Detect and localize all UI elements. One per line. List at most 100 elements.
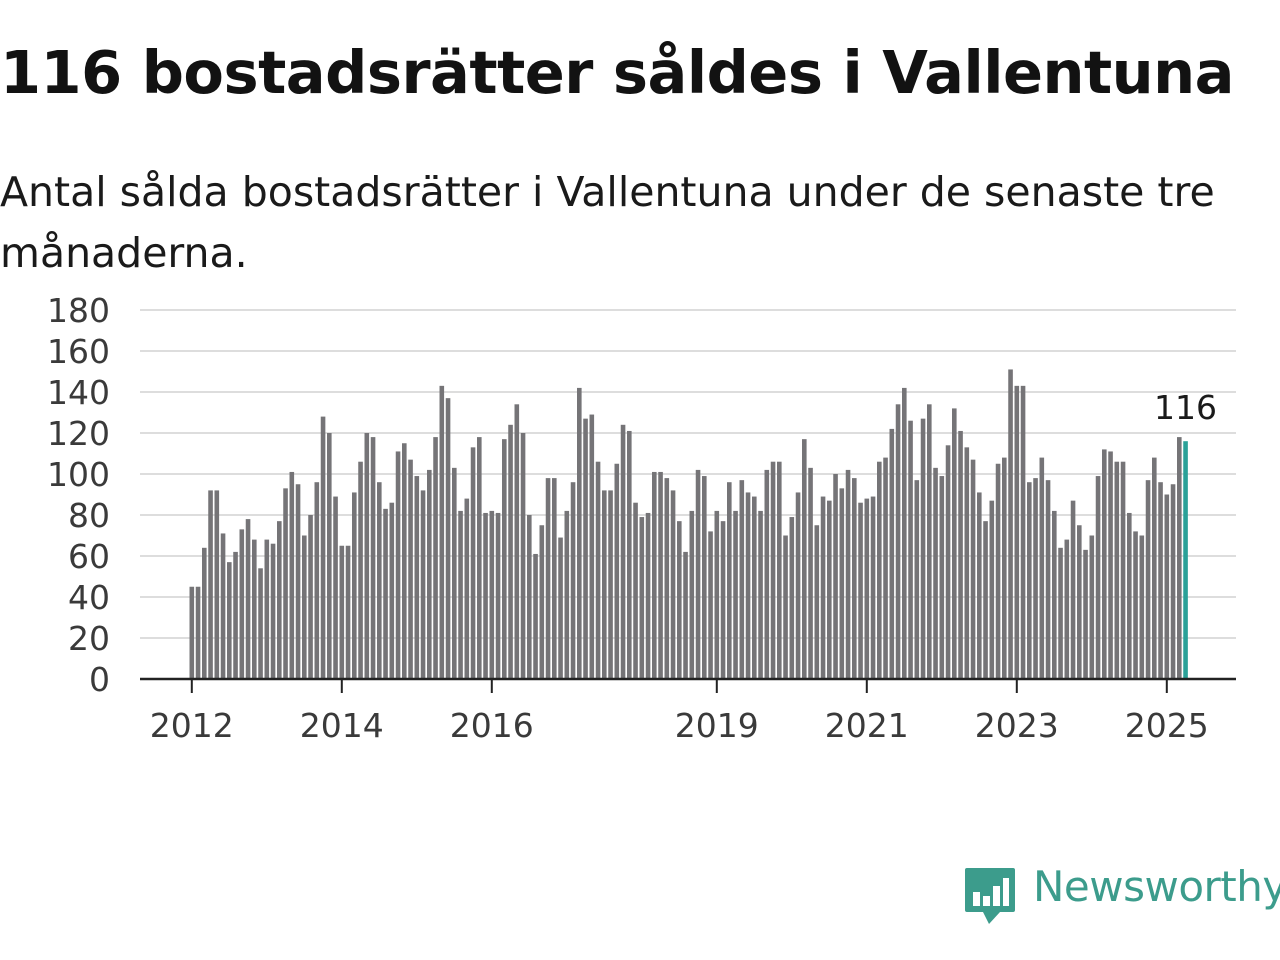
bar (758, 510, 763, 679)
bar (995, 463, 1001, 679)
x-axis (140, 677, 1236, 693)
bar (889, 428, 895, 679)
highlight-value-label: 116 (1154, 388, 1217, 427)
y-tick-label: 80 (68, 496, 110, 535)
bar (652, 471, 657, 679)
bar (1183, 441, 1188, 679)
bar (745, 492, 751, 679)
bar (327, 433, 332, 679)
bar (208, 490, 213, 679)
bar (439, 385, 445, 679)
bar (970, 459, 976, 679)
bar (602, 490, 607, 679)
bar (933, 467, 938, 679)
x-axis-tick-labels: 2012 2014 2016 2019 2021 2023 2025 (150, 706, 1209, 745)
bar (770, 461, 776, 679)
bar (558, 537, 563, 679)
bar (764, 469, 770, 679)
y-tick-label: 120 (47, 414, 110, 453)
bar (545, 478, 551, 679)
x-tick-label: 2014 (300, 706, 384, 745)
y-tick-label: 60 (68, 537, 110, 576)
bar (508, 424, 513, 679)
bar (539, 525, 545, 679)
bar (364, 433, 370, 679)
x-tick-label: 2012 (150, 706, 234, 745)
bar (1120, 461, 1126, 679)
bar (802, 439, 807, 679)
bar (570, 482, 576, 679)
bar (1083, 549, 1088, 679)
bar (189, 586, 195, 679)
bar (777, 461, 782, 679)
bar (845, 469, 851, 679)
bar (370, 437, 376, 679)
bar (1089, 535, 1095, 679)
bar (1145, 480, 1151, 679)
bar (683, 551, 688, 679)
bar (389, 502, 395, 679)
bar (420, 490, 426, 679)
bar (1139, 535, 1145, 679)
bar (1095, 476, 1101, 679)
bar (489, 510, 495, 679)
x-tick-label: 2025 (1125, 706, 1209, 745)
bar (739, 480, 745, 679)
y-tick-label: 160 (47, 332, 110, 371)
bar (195, 586, 201, 679)
bar (289, 471, 295, 679)
bar (870, 496, 876, 679)
bar (883, 457, 888, 679)
bar (1114, 461, 1120, 679)
bar (689, 510, 695, 679)
bar (1020, 385, 1026, 679)
bar (383, 508, 388, 679)
bar (927, 404, 932, 679)
bar (270, 543, 276, 679)
bar (527, 515, 532, 679)
bar (252, 539, 257, 679)
bar (708, 531, 713, 679)
bar (552, 478, 557, 679)
bar (727, 482, 732, 679)
bar (427, 469, 432, 679)
y-tick-label: 140 (47, 373, 110, 412)
bar (233, 551, 238, 679)
bar (1108, 451, 1113, 679)
bar (533, 553, 538, 679)
chart-title: 116 bostadsrätter såldes i Vallentuna (0, 38, 1234, 107)
y-tick-label: 20 (68, 619, 110, 658)
bar (1058, 547, 1063, 679)
bar (245, 519, 251, 679)
bar (695, 469, 701, 679)
bar (1002, 457, 1007, 679)
bar (852, 478, 857, 679)
bar (833, 474, 838, 679)
bar (670, 490, 676, 679)
bar (920, 418, 926, 679)
bar (295, 484, 301, 679)
bar (1070, 500, 1076, 679)
bar (408, 459, 413, 679)
bar (483, 512, 488, 679)
bar (633, 502, 638, 679)
bar (314, 482, 320, 679)
bar (495, 512, 501, 679)
bar (977, 492, 982, 679)
bar (952, 408, 957, 679)
bar (1033, 478, 1038, 679)
bar (445, 398, 451, 679)
bar (220, 533, 226, 679)
bar (702, 476, 707, 679)
bar (358, 461, 363, 679)
y-tick-label: 40 (68, 578, 110, 617)
bar (1052, 510, 1057, 679)
bar (283, 488, 288, 679)
x-tick-label: 2019 (675, 706, 759, 745)
bar (227, 562, 232, 679)
bar (308, 515, 313, 679)
bar (783, 535, 788, 679)
bar (214, 490, 220, 679)
bar (470, 447, 476, 679)
